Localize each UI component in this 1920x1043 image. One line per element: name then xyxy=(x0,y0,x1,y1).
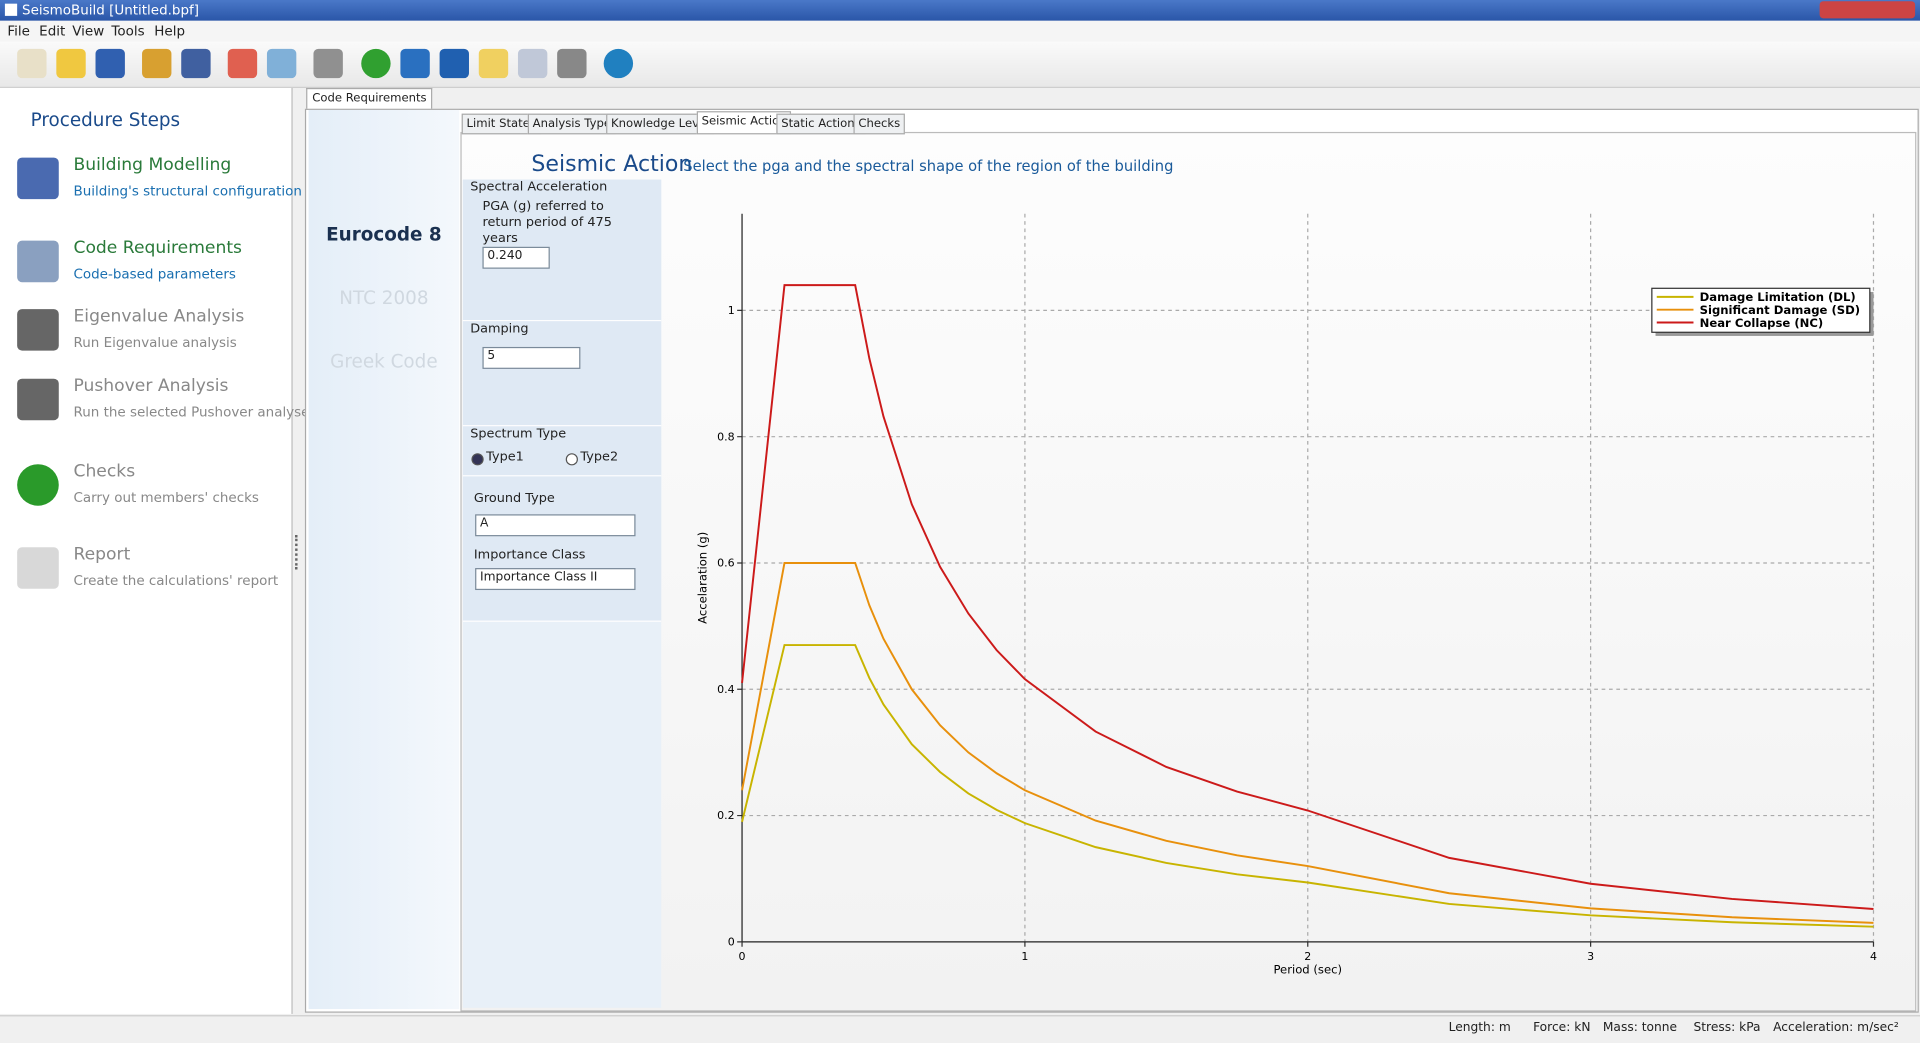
tool-open[interactable] xyxy=(56,49,85,78)
damping-dropdown[interactable]: 5 xyxy=(482,347,580,369)
toolbar xyxy=(0,42,1920,88)
menu-bar: File Edit View Tools Help xyxy=(0,21,1920,42)
code-list: Eurocode 8 NTC 2008 Greek Code xyxy=(309,110,460,1009)
status-field: Length: m xyxy=(1449,1021,1511,1034)
menu-item[interactable]: Tools xyxy=(111,23,144,39)
step-icon[interactable] xyxy=(17,547,59,589)
code-option[interactable]: Greek Code xyxy=(309,351,460,373)
importance-dropdown[interactable]: Importance Class II xyxy=(475,568,635,590)
status-field: Force: kN xyxy=(1533,1021,1590,1034)
step-description: Run Eigenvalue analysis xyxy=(73,335,236,351)
tool-frame[interactable] xyxy=(142,49,171,78)
step-label[interactable]: Checks xyxy=(73,462,135,482)
step-label[interactable]: Code Requirements xyxy=(73,238,242,258)
sub-tab[interactable]: Analysis Type xyxy=(528,114,616,135)
step-description: Code-based parameters xyxy=(73,266,235,282)
y-tick-label: 0 xyxy=(728,936,735,949)
x-tick-label: 2 xyxy=(1304,950,1311,963)
section-label: Importance Class xyxy=(474,547,586,562)
section-label: Ground Type xyxy=(474,491,555,506)
step-icon[interactable] xyxy=(17,309,59,351)
tool-model[interactable] xyxy=(228,49,257,78)
tool-save[interactable] xyxy=(96,49,125,78)
y-tick-label: 0.6 xyxy=(717,557,735,570)
step-icon[interactable] xyxy=(17,464,59,506)
status-field: Stress: kPa xyxy=(1693,1021,1760,1034)
damping-section: Damping 5 xyxy=(463,321,661,426)
app-icon xyxy=(5,4,17,16)
tool-new[interactable] xyxy=(17,49,46,78)
tool-calc[interactable] xyxy=(267,49,296,78)
spectrum-section: Spectrum Type Type1 Type2 xyxy=(463,426,661,476)
y-tick-label: 1 xyxy=(728,304,735,317)
pga-text: PGA (g) referred to return period of 475… xyxy=(482,199,641,247)
y-tick-label: 0.4 xyxy=(717,683,735,696)
step-description: Create the calculations' report xyxy=(73,573,278,589)
y-tick-label: 0.8 xyxy=(717,430,735,443)
code-option[interactable]: NTC 2008 xyxy=(309,287,460,309)
title-bar: SeismoBuild [Untitled.bpf] xyxy=(0,0,1920,21)
x-tick-label: 1 xyxy=(1021,950,1028,963)
step-icon[interactable] xyxy=(17,379,59,421)
step-icon[interactable] xyxy=(17,158,59,200)
tool-run[interactable] xyxy=(313,49,342,78)
tool-web[interactable] xyxy=(604,49,633,78)
panel-title: Seismic Action xyxy=(531,151,692,177)
panel-subtitle: Select the pga and the spectral shape of… xyxy=(683,158,1173,175)
section-label: Spectral Acceleration xyxy=(470,180,607,195)
splitter[interactable] xyxy=(295,535,301,569)
pga-input[interactable]: 0.240 xyxy=(482,247,549,269)
ground-section: Ground Type A Importance Class Importanc… xyxy=(463,476,661,621)
menu-item[interactable]: File xyxy=(7,23,30,39)
status-field: Acceleration: m/sec² xyxy=(1773,1021,1899,1034)
window-title: SeismoBuild [Untitled.bpf] xyxy=(22,2,199,18)
step-label[interactable]: Eigenvalue Analysis xyxy=(73,307,244,327)
status-field: Mass: tonne xyxy=(1603,1021,1677,1034)
y-tick-label: 0.2 xyxy=(717,809,735,822)
step-description: Run the selected Pushover analyses xyxy=(73,404,316,420)
y-axis-title: Accelaration (g) xyxy=(696,532,710,624)
tool-help[interactable] xyxy=(361,49,390,78)
form-panel: Spectral Acceleration PGA (g) referred t… xyxy=(463,180,661,1008)
step-label[interactable]: Pushover Analysis xyxy=(73,376,228,396)
window-controls[interactable] xyxy=(1820,1,1916,18)
ground-dropdown[interactable]: A xyxy=(475,514,635,536)
step-icon[interactable] xyxy=(17,241,59,283)
tool-chat[interactable] xyxy=(518,49,547,78)
main-tab[interactable]: Code Requirements xyxy=(306,88,433,110)
sidebar: Procedure Steps Building ModellingBuildi… xyxy=(0,88,293,1014)
legend-label: Near Collapse (NC) xyxy=(1700,316,1824,330)
tool-doc[interactable] xyxy=(181,49,210,78)
radio-selected[interactable] xyxy=(471,453,483,465)
x-tick-label: 0 xyxy=(739,950,746,963)
sub-tab[interactable]: Static Actions xyxy=(776,114,865,135)
sidebar-title: Procedure Steps xyxy=(31,109,181,131)
sub-tab[interactable]: Checks xyxy=(853,114,905,135)
step-label[interactable]: Report xyxy=(73,545,130,565)
tool-manual[interactable] xyxy=(400,49,429,78)
section-label: Spectrum Type xyxy=(470,426,566,441)
section-label: Damping xyxy=(470,321,528,336)
step-description: Building's structural configuration xyxy=(73,183,301,199)
code-option[interactable]: Eurocode 8 xyxy=(309,224,460,246)
tool-book[interactable] xyxy=(440,49,469,78)
step-label[interactable]: Building Modelling xyxy=(73,155,231,175)
tool-search[interactable] xyxy=(479,49,508,78)
radio[interactable] xyxy=(566,453,578,465)
radio-label[interactable]: Type2 xyxy=(580,450,618,465)
status-bar: Length: m Force: kN Mass: tonne Stress: kPa… xyxy=(0,1015,1920,1043)
menu-item[interactable]: Edit xyxy=(39,23,65,39)
spectrum-chart: 0 0.2 0.4 0.6 0.8 1 0 1 2 3 4 Period (sec) Accelarat… xyxy=(667,183,1904,1001)
step-description: Carry out members' checks xyxy=(73,490,258,506)
menu-item[interactable]: Help xyxy=(154,23,185,39)
radio-label[interactable]: Type1 xyxy=(486,450,524,465)
menu-item[interactable]: View xyxy=(72,23,104,39)
pga-section: Spectral Acceleration PGA (g) referred t… xyxy=(463,180,661,322)
tool-forum[interactable] xyxy=(557,49,586,78)
x-tick-label: 3 xyxy=(1587,950,1594,963)
x-axis-title: Period (sec) xyxy=(1273,963,1342,977)
x-tick-label: 4 xyxy=(1870,950,1877,963)
